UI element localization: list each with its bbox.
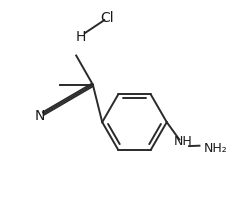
Text: NH₂: NH₂ (204, 142, 228, 155)
Text: N: N (34, 109, 45, 123)
Text: Cl: Cl (101, 11, 114, 25)
Text: H: H (75, 30, 86, 44)
Text: NH: NH (174, 135, 193, 149)
